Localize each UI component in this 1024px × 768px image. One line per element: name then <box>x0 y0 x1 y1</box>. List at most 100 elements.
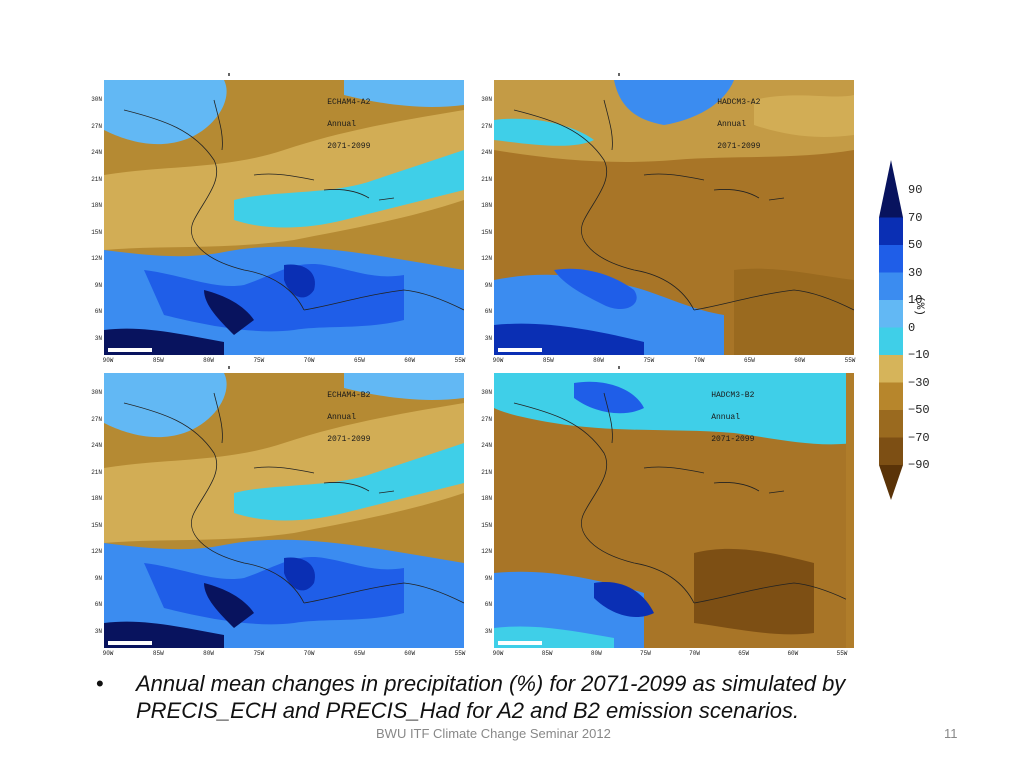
lon-tick-label: 70W <box>303 650 315 657</box>
axis-ticks: 30N 27N 24N 21N 18N 15N 12N 9N 6N 3N 90W 85W 80W 75W 7… <box>91 80 465 364</box>
lon-tick-label: 70W <box>693 357 705 364</box>
lat-tick-label: 15N <box>481 521 492 529</box>
lat-tick-label: 12N <box>481 255 492 262</box>
tick-mark <box>228 366 230 369</box>
precipitation-map <box>104 373 464 648</box>
axis-ticks: 30N 27N 24N 21N 18N 15N 12N 9N 6N 3N 90W 85W 80W 75W 7… <box>481 80 855 364</box>
lat-tick-label: 18N <box>91 202 102 209</box>
legend-label: 30 <box>908 265 923 280</box>
lat-tick-label: 9N <box>484 574 492 582</box>
lat-tick-label: 30N <box>91 389 102 396</box>
lon-tick-label: 80W <box>203 357 214 364</box>
panel-period: Annual <box>717 120 747 129</box>
lat-tick-label: 24N <box>481 442 492 449</box>
lon-tick-label: 70W <box>303 357 315 364</box>
lat-tick-label: 3N <box>94 334 102 342</box>
lat-tick-label: 21N <box>481 468 492 476</box>
tick-mark <box>618 366 620 369</box>
legend-label: 70 <box>908 210 923 225</box>
lat-tick-label: 12N <box>91 548 102 555</box>
lon-tick-label: 70W <box>689 650 700 657</box>
lat-tick-label: 21N <box>91 468 102 476</box>
lon-tick-label: 90W <box>102 650 114 657</box>
bullet: • <box>96 671 104 696</box>
legend-label: 0 <box>908 320 916 335</box>
lon-tick-label: 55W <box>454 357 466 364</box>
color-legend: 90 70 50 30 10 0 −10 −30 −50 −70 −90 <box>876 160 956 500</box>
precipitation-map <box>494 80 854 355</box>
lat-tick-label: 9N <box>94 574 102 582</box>
lon-tick-label: 85W <box>541 650 553 657</box>
lon-tick-label: 65W <box>744 357 755 364</box>
panel-title: ECHAM4-A2 <box>327 98 371 107</box>
legend-label: 10 <box>908 293 923 307</box>
axis-ticks: 30N 27N 24N 21N 18N 15N 12N 9N 6N 3N 90W 85W 80W 75W 7… <box>91 373 465 657</box>
slide-footer: BWU ITF Climate Change Seminar 2012 <box>376 726 611 741</box>
lon-tick-label: 75W <box>253 650 265 657</box>
legend-colorbar <box>879 160 903 500</box>
lat-tick-label: 27N <box>91 122 102 130</box>
lon-tick-label: 85W <box>542 357 554 364</box>
lon-tick-label: 65W <box>354 650 365 657</box>
map-panel-hadcm3-a2: HADCM3-A2 Annual 2071-2099 <box>494 80 854 355</box>
map-panel-echam4-b2: ECHAM4-B2 Annual 2071-2099 <box>104 373 464 648</box>
lon-tick-label: 60W <box>404 650 416 657</box>
legend-swatch <box>879 300 903 328</box>
legend-label: 50 <box>908 238 923 252</box>
lat-tick-label: 15N <box>91 521 102 529</box>
legend-swatch <box>879 245 903 273</box>
lat-tick-label: 15N <box>481 228 492 236</box>
tick-mark <box>228 73 230 76</box>
lat-tick-label: 12N <box>481 548 492 555</box>
lon-tick-label: 65W <box>738 650 750 657</box>
lon-tick-label: 80W <box>593 357 604 364</box>
lat-tick-label: 24N <box>481 149 492 156</box>
lat-tick-label: 3N <box>94 627 102 635</box>
legend-label: −90 <box>908 458 930 472</box>
lat-tick-label: 6N <box>94 601 102 608</box>
precipitation-map <box>104 80 464 355</box>
legend-label: −70 <box>908 430 930 445</box>
lat-tick-label: 27N <box>91 415 102 423</box>
legend-unit: (%) <box>913 296 925 316</box>
legend-swatch <box>879 327 903 355</box>
lat-tick-label: 6N <box>484 308 492 315</box>
lon-tick-label: 90W <box>492 357 504 364</box>
lon-tick-label: 60W <box>794 357 806 364</box>
lon-tick-label: 80W <box>590 650 602 657</box>
lat-tick-label: 30N <box>481 389 492 396</box>
lat-tick-label: 9N <box>484 281 492 289</box>
lat-tick-label: 6N <box>94 308 102 315</box>
lat-tick-label: 18N <box>481 495 492 502</box>
lon-tick-label: 55W <box>844 357 856 364</box>
lat-tick-label: 30N <box>481 96 492 103</box>
lon-tick-label: 60W <box>787 650 799 657</box>
legend-label: 90 <box>908 183 923 197</box>
map-panel-hadcm3-b2: HADCM3-B2 Annual 2071-2099 <box>494 373 854 648</box>
lat-tick-label: 3N <box>484 334 492 342</box>
precipitation-map <box>494 373 846 648</box>
lon-tick-label: 90W <box>102 357 114 364</box>
lat-tick-label: 24N <box>91 442 102 449</box>
axis-ticks: 30N 27N 24N 21N 18N 15N 12N 9N 6N 3N 90W 85W 80W 75W 7… <box>481 373 847 657</box>
legend-swatch <box>879 410 903 438</box>
map-panel-echam4-a2: ECHAM4-A2 Annual 2071-2099 <box>104 80 464 355</box>
lat-tick-label: 21N <box>91 175 102 183</box>
panel-years: 2071-2099 <box>717 142 761 151</box>
tick-mark <box>618 73 620 76</box>
lat-tick-label: 30N <box>91 96 102 103</box>
panel-title: ECHAM4-B2 <box>327 391 371 400</box>
lat-tick-label: 9N <box>94 281 102 289</box>
lon-tick-label: 55W <box>454 650 466 657</box>
lat-tick-label: 18N <box>91 495 102 502</box>
lon-tick-label: 55W <box>836 650 848 657</box>
lat-tick-label: 6N <box>484 601 492 608</box>
legend-label: −30 <box>908 375 930 390</box>
legend-swatch <box>879 272 903 300</box>
lon-tick-label: 80W <box>203 650 214 657</box>
lon-tick-label: 75W <box>640 650 651 657</box>
lat-tick-label: 15N <box>91 228 102 236</box>
lat-tick-label: 12N <box>91 255 102 262</box>
legend-swatch <box>879 382 903 410</box>
panel-years: 2071-2099 <box>327 435 371 444</box>
